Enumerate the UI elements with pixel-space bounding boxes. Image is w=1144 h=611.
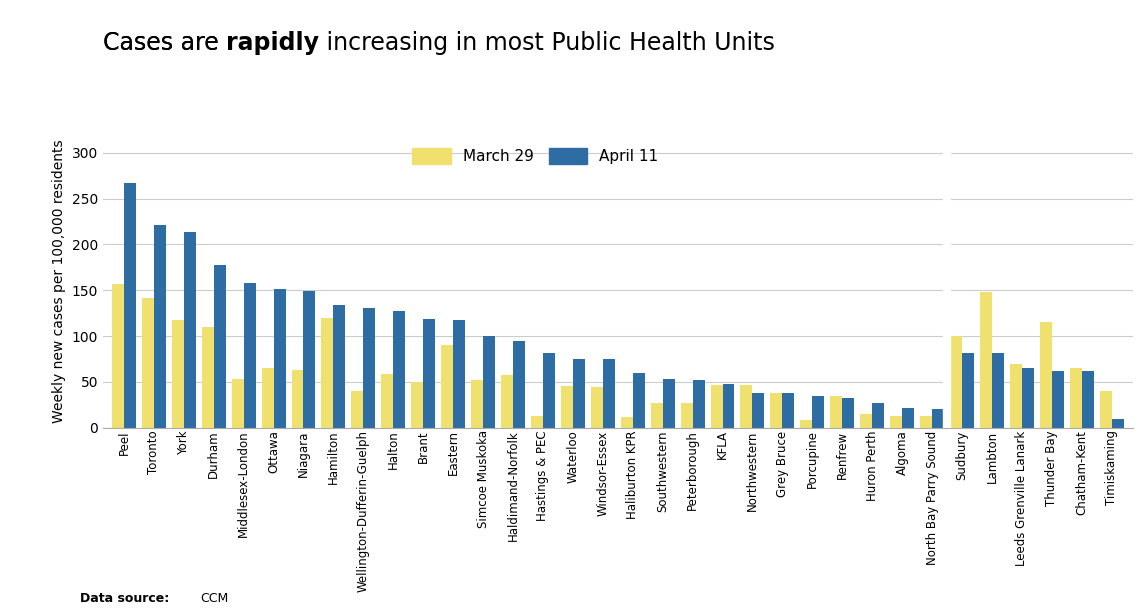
Bar bbox=[351, 391, 364, 428]
Bar bbox=[1082, 371, 1094, 428]
Bar bbox=[662, 379, 675, 428]
Bar bbox=[561, 386, 573, 428]
Text: Data source:: Data source: bbox=[80, 592, 174, 605]
Bar bbox=[153, 225, 166, 428]
Bar bbox=[172, 320, 184, 428]
Bar bbox=[1022, 368, 1034, 428]
Bar bbox=[831, 396, 842, 428]
Bar bbox=[801, 420, 812, 428]
Bar bbox=[603, 359, 614, 428]
Bar bbox=[723, 384, 734, 428]
Bar bbox=[1040, 323, 1051, 428]
Bar bbox=[573, 359, 585, 428]
Bar bbox=[214, 265, 225, 428]
Bar bbox=[740, 385, 753, 428]
Bar bbox=[513, 341, 525, 428]
Bar bbox=[231, 379, 244, 428]
Bar bbox=[411, 382, 423, 428]
Bar bbox=[872, 403, 884, 428]
Bar bbox=[531, 415, 543, 428]
Bar bbox=[381, 373, 394, 428]
Bar bbox=[692, 380, 705, 428]
Bar bbox=[812, 396, 825, 428]
Bar bbox=[1070, 368, 1082, 428]
Bar bbox=[633, 373, 645, 428]
Bar bbox=[932, 409, 944, 428]
Bar bbox=[303, 291, 316, 428]
Bar bbox=[1010, 364, 1022, 428]
Text: rapidly: rapidly bbox=[227, 31, 319, 55]
Bar bbox=[292, 370, 303, 428]
Bar bbox=[244, 283, 255, 428]
Bar bbox=[543, 353, 555, 428]
Bar bbox=[201, 327, 214, 428]
Bar bbox=[621, 417, 633, 428]
Bar bbox=[903, 408, 914, 428]
Bar bbox=[142, 298, 153, 428]
Bar bbox=[710, 385, 723, 428]
Bar bbox=[1112, 419, 1123, 428]
Bar bbox=[753, 393, 764, 428]
Bar bbox=[333, 305, 345, 428]
Bar bbox=[950, 336, 962, 428]
Bar bbox=[651, 403, 662, 428]
Bar bbox=[184, 232, 196, 428]
Bar bbox=[681, 403, 692, 428]
Bar bbox=[1051, 371, 1064, 428]
Bar bbox=[770, 393, 782, 428]
Bar bbox=[890, 415, 903, 428]
Bar bbox=[112, 284, 124, 428]
Bar bbox=[992, 353, 1003, 428]
Bar bbox=[501, 375, 513, 428]
Text: increasing in most Public Health Units: increasing in most Public Health Units bbox=[319, 31, 776, 55]
Text: Cases are: Cases are bbox=[103, 31, 227, 55]
Bar bbox=[262, 368, 273, 428]
Bar bbox=[124, 183, 136, 428]
Bar bbox=[920, 415, 932, 428]
Bar bbox=[273, 289, 286, 428]
Bar bbox=[394, 311, 405, 428]
Bar bbox=[590, 387, 603, 428]
Bar bbox=[962, 353, 974, 428]
Bar bbox=[471, 380, 483, 428]
Bar bbox=[364, 307, 375, 428]
Bar bbox=[860, 414, 872, 428]
Bar bbox=[842, 398, 855, 428]
Bar bbox=[782, 393, 794, 428]
Legend: March 29, April 11: March 29, April 11 bbox=[406, 142, 665, 170]
Text: CCM: CCM bbox=[200, 592, 229, 605]
Bar bbox=[980, 292, 992, 428]
Y-axis label: Weekly new cases per 100,000 residents: Weekly new cases per 100,000 residents bbox=[53, 139, 66, 423]
Bar bbox=[1099, 391, 1112, 428]
Bar bbox=[321, 318, 333, 428]
Bar bbox=[483, 336, 495, 428]
Bar bbox=[442, 345, 453, 428]
Bar bbox=[423, 318, 435, 428]
Bar bbox=[453, 320, 466, 428]
Text: Cases are: Cases are bbox=[103, 31, 227, 55]
